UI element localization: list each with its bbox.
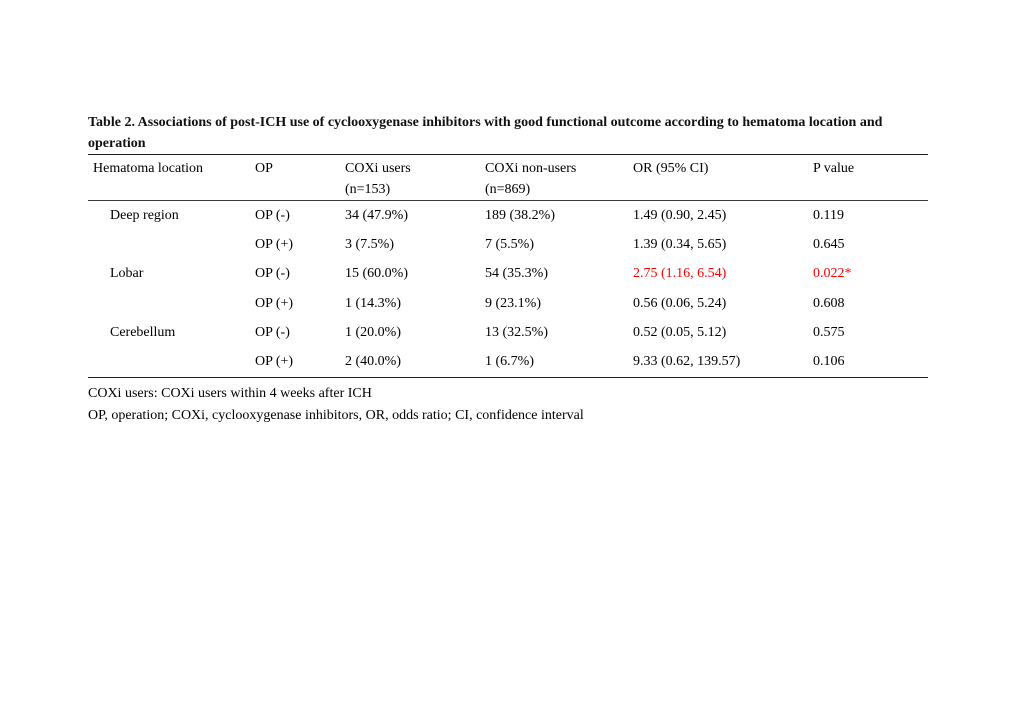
cell-or-ci: 0.56 (0.06, 5.24)	[633, 295, 727, 311]
cell-or-ci: 2.75 (1.16, 6.54)	[633, 266, 727, 282]
cell-or-ci: 9.33 (0.62, 139.57)	[633, 354, 741, 370]
manuscript-table-block: Table 2. Associations of post-ICH use of…	[88, 112, 928, 427]
column-label: P value	[813, 161, 855, 176]
cell-op: OP (+)	[255, 295, 294, 311]
cell-coxi-users: 34 (47.9%)	[345, 207, 408, 223]
column-header-or-ci: OR (95% CI)	[628, 155, 808, 201]
table-footnotes: COXi users: COXi users within 4 weeks af…	[88, 383, 928, 427]
footnote-coxi-definition: COXi users: COXi users within 4 weeks af…	[88, 385, 372, 401]
column-label: OR (95% CI)	[633, 161, 709, 176]
cell-or-ci: 1.39 (0.34, 5.65)	[633, 236, 727, 252]
cell-location: Cerebellum	[110, 324, 176, 340]
table-title-line-2: operation	[88, 136, 146, 151]
cell-location: Deep region	[110, 207, 179, 223]
column-header-coxi-non-users: COXi non-users (n=869)	[480, 155, 628, 201]
table-title-line-1: Table 2. Associations of post-ICH use of…	[88, 115, 883, 130]
cell-p-value: 0.022*	[813, 266, 852, 282]
cell-coxi-users: 1 (14.3%)	[345, 295, 401, 311]
table-title: Table 2. Associations of post-ICH use of…	[88, 112, 928, 154]
column-label: COXi users	[345, 161, 411, 176]
cell-or-ci: 0.52 (0.05, 5.12)	[633, 324, 727, 340]
column-header-op: OP	[250, 155, 340, 201]
cell-op: OP (-)	[255, 266, 290, 282]
table-row: OP (+) 3 (7.5%) 7 (5.5%) 1.39 (0.34, 5.6…	[88, 230, 928, 259]
table-row: OP (+) 1 (14.3%) 9 (23.1%) 0.56 (0.06, 5…	[88, 289, 928, 318]
column-header-coxi-users: COXi users (n=153)	[340, 155, 480, 201]
column-label: Hematoma location	[93, 161, 204, 176]
cell-coxi-users: 15 (60.0%)	[345, 266, 408, 282]
column-header-p-value: P value	[808, 155, 928, 201]
table-header: Hematoma location OP COXi users (n=153) C…	[88, 155, 928, 201]
cell-coxi-non-users: 13 (32.5%)	[485, 324, 548, 340]
cell-location	[88, 289, 250, 318]
cell-coxi-users: 3 (7.5%)	[345, 236, 394, 252]
cell-p-value: 0.645	[813, 236, 845, 252]
cell-coxi-non-users: 54 (35.3%)	[485, 266, 548, 282]
results-table: Hematoma location OP COXi users (n=153) C…	[88, 154, 928, 378]
cell-coxi-users: 1 (20.0%)	[345, 324, 401, 340]
cell-coxi-users: 2 (40.0%)	[345, 354, 401, 370]
header-row: Hematoma location OP COXi users (n=153) C…	[88, 155, 928, 201]
cell-op: OP (+)	[255, 354, 294, 370]
column-label: OP	[255, 161, 273, 176]
cell-location	[88, 347, 250, 377]
table-row: Lobar OP (-) 15 (60.0%) 54 (35.3%) 2.75 …	[88, 260, 928, 289]
column-sublabel: (n=153)	[345, 182, 391, 197]
cell-coxi-non-users: 1 (6.7%)	[485, 354, 534, 370]
cell-op: OP (-)	[255, 324, 290, 340]
cell-op: OP (+)	[255, 236, 294, 252]
column-label: COXi non-users	[485, 161, 577, 176]
cell-coxi-non-users: 9 (23.1%)	[485, 295, 541, 311]
table-row: Deep region OP (-) 34 (47.9%) 189 (38.2%…	[88, 201, 928, 231]
column-header-hematoma-location: Hematoma location	[88, 155, 250, 201]
cell-p-value: 0.608	[813, 295, 845, 311]
table-row: Cerebellum OP (-) 1 (20.0%) 13 (32.5%) 0…	[88, 318, 928, 347]
cell-op: OP (-)	[255, 207, 290, 223]
cell-location	[88, 230, 250, 259]
table-row: OP (+) 2 (40.0%) 1 (6.7%) 9.33 (0.62, 13…	[88, 347, 928, 377]
cell-p-value: 0.119	[813, 207, 844, 223]
cell-coxi-non-users: 7 (5.5%)	[485, 236, 534, 252]
table-body: Deep region OP (-) 34 (47.9%) 189 (38.2%…	[88, 201, 928, 378]
cell-location: Lobar	[110, 266, 144, 282]
cell-p-value: 0.575	[813, 324, 845, 340]
column-sublabel: (n=869)	[485, 182, 531, 197]
cell-or-ci: 1.49 (0.90, 2.45)	[633, 207, 727, 223]
footnote-abbreviations: OP, operation; COXi, cyclooxygenase inhi…	[88, 407, 584, 423]
cell-p-value: 0.106	[813, 354, 845, 370]
cell-coxi-non-users: 189 (38.2%)	[485, 207, 555, 223]
